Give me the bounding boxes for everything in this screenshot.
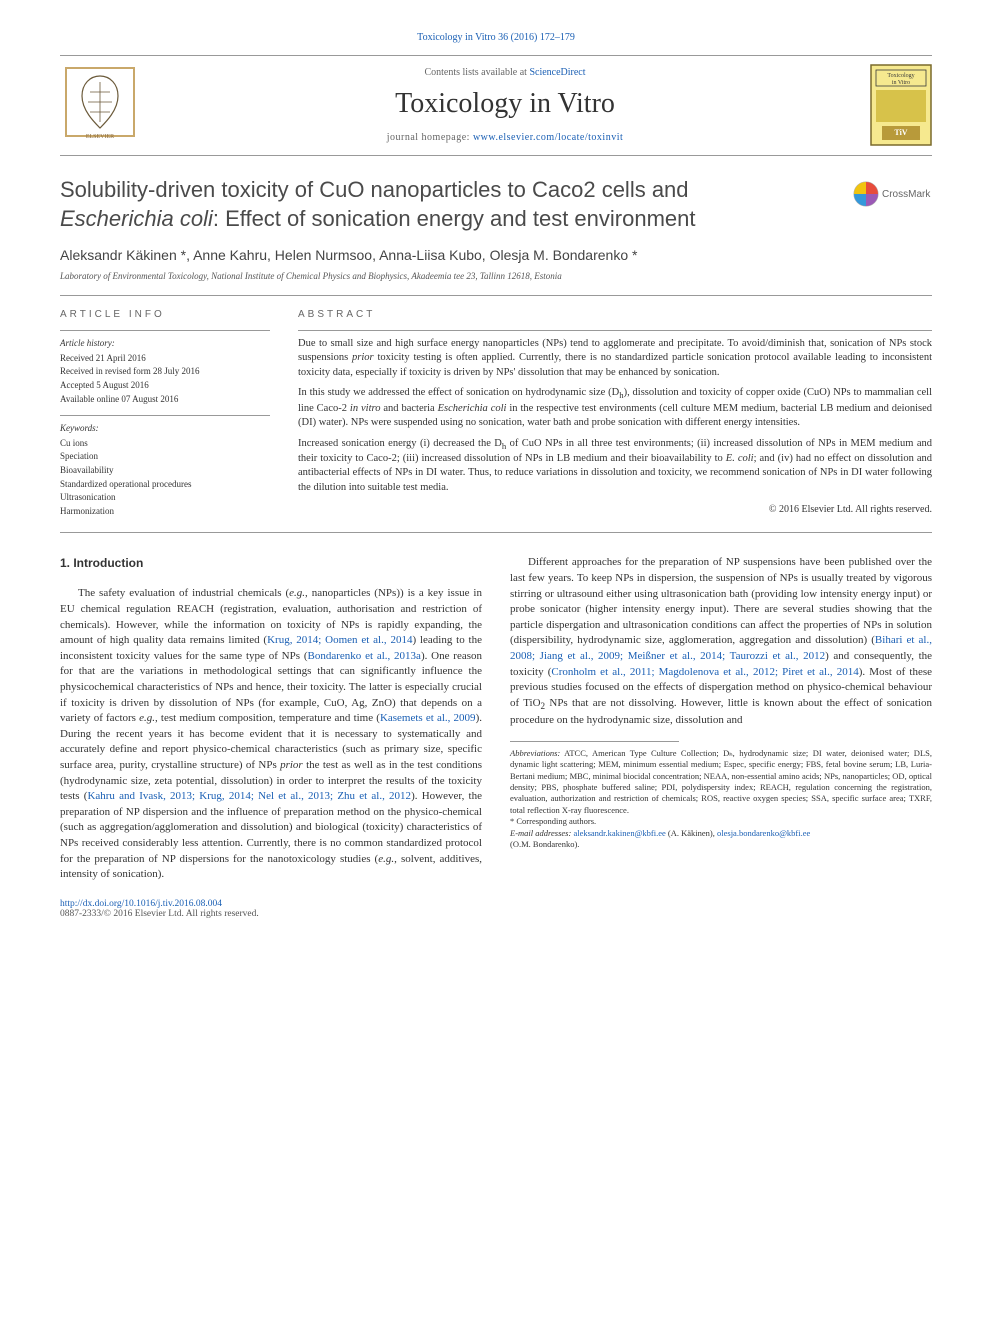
title-species-italic: Escherichia coli bbox=[60, 206, 213, 231]
footnote-rule bbox=[510, 741, 679, 742]
footer-links: http://dx.doi.org/10.1016/j.tiv.2016.08.… bbox=[60, 899, 932, 909]
meta-top-rule bbox=[60, 295, 932, 296]
svg-text:ELSEVIER: ELSEVIER bbox=[86, 134, 114, 140]
body-text: , test medium composition, temperature a… bbox=[155, 712, 380, 724]
homepage-link[interactable]: www.elsevier.com/locate/toxinvit bbox=[473, 132, 623, 143]
body-text: Different approaches for the preparation… bbox=[510, 556, 932, 646]
abs-ital: Escherichia coli bbox=[438, 403, 507, 414]
citation-link[interactable]: Bondarenko et al., 2013a bbox=[308, 650, 421, 662]
header-row: ELSEVIER Contents lists available at Sci… bbox=[60, 62, 932, 156]
email-link[interactable]: aleksandr.kakinen@kbfi.ee bbox=[573, 828, 665, 838]
footnote-wrapper: Abbreviations: ATCC, American Type Cultu… bbox=[510, 741, 932, 851]
footnote-heading: Abbreviations: bbox=[510, 748, 560, 758]
footnote-text: (A. Käkinen), bbox=[666, 828, 717, 838]
citation-link[interactable]: Kahru and Ivask, 2013; Krug, 2014; Nel e… bbox=[87, 790, 411, 802]
homepage-prefix: journal homepage: bbox=[387, 132, 473, 143]
body-text: The safety evaluation of industrial chem… bbox=[78, 587, 289, 599]
keywords-heading: Keywords: bbox=[60, 422, 270, 435]
abs-text: and bacteria bbox=[380, 403, 437, 414]
authors-line: Aleksandr Käkinen *, Anne Kahru, Helen N… bbox=[60, 247, 932, 263]
body-para-2: Different approaches for the preparation… bbox=[510, 555, 932, 728]
top-rule bbox=[60, 55, 932, 56]
history-line: Received in revised form 28 July 2016 bbox=[60, 365, 270, 378]
abstract-copyright: © 2016 Elsevier Ltd. All rights reserved… bbox=[298, 503, 932, 517]
footnote-text: (O.M. Bondarenko). bbox=[510, 839, 579, 849]
elsevier-logo: ELSEVIER bbox=[60, 62, 140, 147]
article-info-block: ARTICLE INFO Article history: Received 2… bbox=[60, 308, 270, 518]
keywords-rule: Keywords: Cu ions Speciation Bioavailabi… bbox=[60, 415, 270, 517]
abs-ital: in vitro bbox=[350, 403, 381, 414]
abs-text: In this study we addressed the effect of… bbox=[298, 387, 619, 398]
meta-row: ARTICLE INFO Article history: Received 2… bbox=[60, 308, 932, 533]
sciencedirect-link[interactable]: ScienceDirect bbox=[529, 67, 585, 78]
footnote-text: ATCC, American Type Culture Collection; … bbox=[510, 748, 932, 815]
svg-text:Toxicology: Toxicology bbox=[887, 73, 914, 79]
article-info-heading: ARTICLE INFO bbox=[60, 308, 270, 322]
journal-reference: Toxicology in Vitro 36 (2016) 172–179 bbox=[60, 32, 932, 43]
keyword: Ultrasonication bbox=[60, 491, 270, 504]
abs-ital: prior bbox=[352, 352, 374, 363]
body-ital: prior bbox=[280, 759, 303, 771]
body-ital: e.g. bbox=[139, 712, 155, 724]
body-text: NPs that are not dissolving. However, li… bbox=[510, 697, 932, 726]
keyword: Harmonization bbox=[60, 505, 270, 518]
citation-link[interactable]: Kasemets et al., 2009 bbox=[380, 712, 476, 724]
abstract-block: ABSTRACT Due to small size and high surf… bbox=[298, 308, 932, 518]
svg-text:TiV: TiV bbox=[894, 128, 907, 137]
keyword: Cu ions bbox=[60, 437, 270, 450]
body-ital: e.g. bbox=[378, 853, 394, 865]
header-center: Contents lists available at ScienceDirec… bbox=[140, 67, 870, 143]
email-link[interactable]: olesja.bondarenko@kbfi.ee bbox=[717, 828, 810, 838]
doi-link[interactable]: http://dx.doi.org/10.1016/j.tiv.2016.08.… bbox=[60, 899, 222, 909]
footnote-heading: E-mail addresses: bbox=[510, 828, 571, 838]
abstract-para-2: In this study we addressed the effect of… bbox=[298, 386, 932, 430]
paper-title: Solubility-driven toxicity of CuO nanopa… bbox=[60, 176, 852, 233]
keyword: Speciation bbox=[60, 450, 270, 463]
body-para-1: The safety evaluation of industrial chem… bbox=[60, 586, 482, 883]
contents-list-line: Contents lists available at ScienceDirec… bbox=[140, 67, 870, 78]
keyword: Bioavailability bbox=[60, 464, 270, 477]
title-line-2b: : Effect of sonication energy and test e… bbox=[213, 206, 696, 231]
abstract-para-3: Increased sonication energy (i) decrease… bbox=[298, 437, 932, 496]
title-block: Solubility-driven toxicity of CuO nanopa… bbox=[60, 176, 932, 233]
history-line: Available online 07 August 2016 bbox=[60, 393, 270, 406]
abstract-heading: ABSTRACT bbox=[298, 308, 932, 322]
abstract-para-1: Due to small size and high surface energ… bbox=[298, 337, 932, 380]
keyword: Standardized operational procedures bbox=[60, 478, 270, 491]
citation-link[interactable]: Cronholm et al., 2011; Magdolenova et al… bbox=[551, 666, 858, 678]
abstract-rule: Due to small size and high surface energ… bbox=[298, 330, 932, 517]
history-line: Accepted 5 August 2016 bbox=[60, 379, 270, 392]
body-columns: 1. Introduction The safety evaluation of… bbox=[60, 555, 932, 883]
corresponding-footnote: * Corresponding authors. bbox=[510, 816, 932, 827]
email-footnote: E-mail addresses: aleksandr.kakinen@kbfi… bbox=[510, 828, 932, 851]
section-1-heading: 1. Introduction bbox=[60, 555, 482, 572]
journal-title: Toxicology in Vitro bbox=[140, 88, 870, 120]
affiliation-line: Laboratory of Environmental Toxicology, … bbox=[60, 271, 932, 281]
title-line-1: Solubility-driven toxicity of CuO nanopa… bbox=[60, 177, 689, 202]
footnote-block: Abbreviations: ATCC, American Type Cultu… bbox=[510, 748, 932, 851]
article-info-rule: Article history: Received 21 April 2016 … bbox=[60, 330, 270, 517]
journal-cover-thumb: Toxicology in Vitro TiV bbox=[870, 64, 932, 146]
abbreviations-footnote: Abbreviations: ATCC, American Type Cultu… bbox=[510, 748, 932, 817]
citation-link[interactable]: Krug, 2014; Oomen et al., 2014 bbox=[267, 634, 412, 646]
history-line: Received 21 April 2016 bbox=[60, 352, 270, 365]
contents-prefix: Contents lists available at bbox=[424, 67, 529, 78]
abs-ital: E. coli bbox=[726, 453, 754, 464]
abs-text: toxicity testing is often applied. Curre… bbox=[298, 352, 932, 377]
crossmark-badge[interactable]: CrossMark bbox=[852, 176, 932, 212]
svg-text:CrossMark: CrossMark bbox=[882, 189, 931, 200]
svg-text:in Vitro: in Vitro bbox=[892, 80, 910, 86]
homepage-line: journal homepage: www.elsevier.com/locat… bbox=[140, 132, 870, 143]
history-heading: Article history: bbox=[60, 337, 270, 350]
abs-text: Increased sonication energy (i) decrease… bbox=[298, 438, 502, 449]
body-ital: e.g. bbox=[289, 587, 305, 599]
footer-copyright: 0887-2333/© 2016 Elsevier Ltd. All right… bbox=[60, 909, 932, 919]
